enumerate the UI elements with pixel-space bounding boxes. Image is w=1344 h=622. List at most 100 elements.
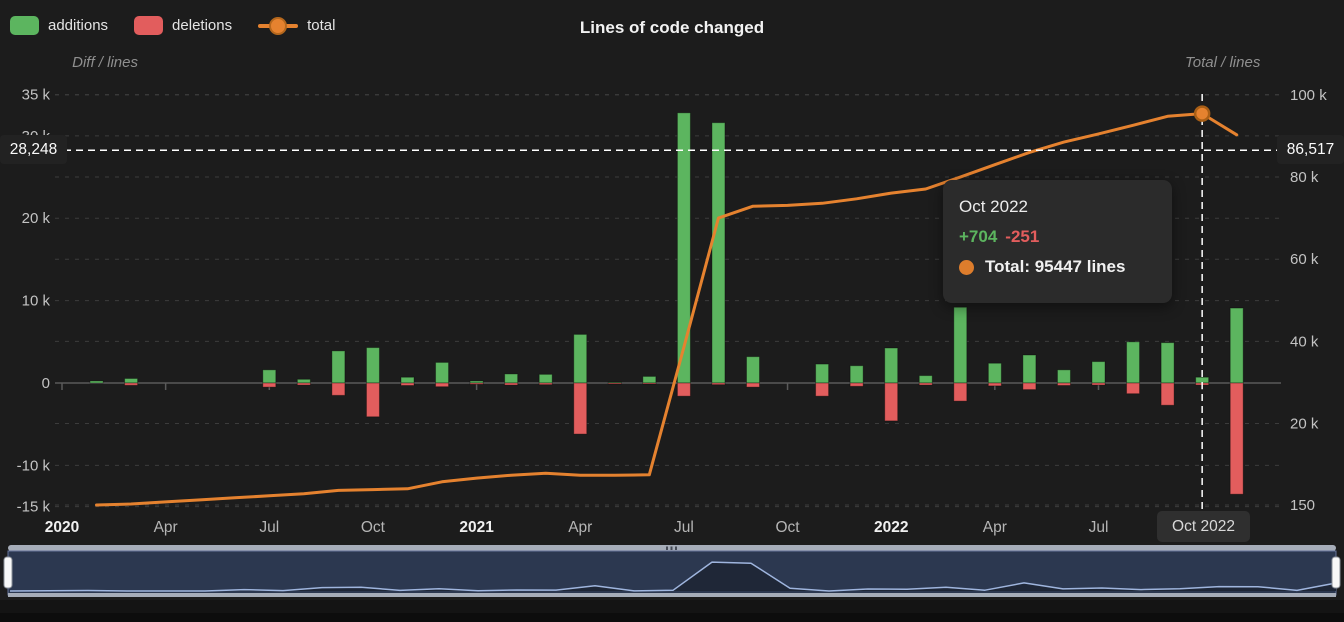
additions-bar[interactable] [849, 365, 864, 384]
left-axis-title: Diff / lines [72, 54, 138, 71]
right-axis-tick-label: 150 [1290, 497, 1315, 514]
additions-bar[interactable] [815, 363, 830, 384]
navigator-grip-icon[interactable] [670, 546, 673, 551]
legend-item-deletions[interactable]: deletions [134, 16, 232, 35]
navigator-grip-icon[interactable] [675, 546, 677, 551]
additions-bar[interactable] [1160, 342, 1175, 384]
navigator-bottom-rail[interactable] [8, 593, 1336, 597]
legend-item-total[interactable]: total [258, 16, 336, 35]
deletions-bar[interactable] [573, 382, 588, 435]
deletions-bar[interactable] [607, 382, 622, 385]
deletions-bar[interactable] [331, 382, 346, 396]
x-axis-tick-label: Jul [1089, 519, 1109, 536]
crosshair-right-value-label: 86,517 [1277, 135, 1344, 164]
tooltip-additions: +704 [959, 227, 998, 246]
additions-bar[interactable] [331, 350, 346, 384]
additions-bar[interactable] [1056, 369, 1071, 384]
deletions-bar[interactable] [1091, 382, 1106, 386]
deletions-bar[interactable] [642, 382, 657, 385]
deletions-bar[interactable] [400, 382, 415, 386]
x-axis-tick-label: Oct [361, 519, 386, 536]
deletions-bar[interactable] [849, 382, 864, 387]
legend-label-total: total [307, 17, 336, 34]
tooltip-diff-row: +704 -251 [959, 227, 1156, 247]
x-axis-tick-label: Apr [983, 519, 1007, 536]
deletions-bar[interactable] [711, 382, 726, 386]
deletions-bar[interactable] [918, 382, 933, 386]
deletions-bar[interactable] [365, 382, 380, 418]
right-axis-tick-label: 40 k [1290, 333, 1319, 350]
additions-bar[interactable] [573, 333, 588, 384]
additions-bar[interactable] [1229, 307, 1244, 384]
additions-bar[interactable] [1091, 361, 1106, 384]
additions-bar[interactable] [746, 356, 760, 384]
total-point-marker[interactable] [1193, 105, 1211, 122]
x-axis-tick-label: 2021 [459, 519, 494, 536]
additions-bar[interactable] [884, 347, 899, 384]
additions-bar[interactable] [538, 373, 553, 384]
deletions-bar[interactable] [262, 382, 277, 388]
deletions-bar[interactable] [1126, 382, 1141, 395]
tooltip-total-row: Total: 95447 lines [959, 257, 1156, 277]
legend-label-deletions: deletions [172, 17, 233, 34]
deletions-bar[interactable] [884, 382, 899, 422]
navigator-grip-icon[interactable] [666, 546, 668, 551]
right-axis-title: Total / lines [1185, 54, 1261, 71]
crosshair-left-value-label: 28,248 [0, 135, 67, 164]
right-axis-tick-label: 60 k [1290, 251, 1319, 268]
deletions-bar[interactable] [676, 382, 691, 397]
deletions-bar[interactable] [1160, 382, 1175, 406]
deletions-bar[interactable] [1229, 382, 1244, 495]
additions-bar[interactable] [296, 378, 311, 384]
navigator-selection[interactable] [7, 550, 1337, 596]
left-axis-tick-label: -15 k [17, 499, 51, 516]
right-axis-tick-label: 100 k [1290, 87, 1327, 104]
legend: additions deletions total [10, 16, 335, 35]
x-axis-tick-label: Jul [259, 519, 279, 536]
deletions-bar[interactable] [469, 382, 484, 385]
tooltip-total: Total: 95447 lines [985, 257, 1126, 276]
additions-swatch-icon [10, 16, 39, 35]
additions-bar[interactable] [89, 380, 104, 384]
additions-bar[interactable] [953, 306, 968, 384]
deletions-bar[interactable] [953, 382, 968, 402]
additions-bar[interactable] [918, 375, 933, 384]
additions-bar[interactable] [1022, 354, 1037, 384]
total-line[interactable] [95, 112, 1239, 507]
left-axis-tick-label: 10 k [22, 293, 51, 310]
additions-bar[interactable] [400, 376, 415, 384]
additions-bar[interactable] [504, 373, 519, 384]
navigator-handle-right[interactable] [1331, 556, 1341, 589]
additions-bar[interactable] [987, 362, 1002, 384]
deletions-swatch-icon [134, 16, 164, 35]
right-axis-tick-label: 80 k [1290, 169, 1319, 186]
deletions-bar[interactable] [538, 382, 553, 386]
additions-bar[interactable] [365, 347, 380, 384]
x-axis-tick-label: 2020 [45, 519, 79, 536]
legend-item-additions[interactable]: additions [10, 16, 108, 35]
deletions-bar[interactable] [815, 382, 830, 397]
additions-bar[interactable] [1126, 341, 1141, 384]
x-axis-tick-label: Apr [568, 519, 592, 536]
deletions-bar[interactable] [1056, 382, 1071, 386]
x-axis-tick-label: 2022 [874, 519, 908, 536]
navigator-handle-left[interactable] [3, 556, 13, 589]
deletions-bar[interactable] [1022, 382, 1037, 391]
chart-tooltip: Oct 2022 +704 -251 Total: 95447 lines [943, 180, 1172, 303]
deletions-bar[interactable] [746, 382, 760, 388]
deletions-bar[interactable] [296, 382, 311, 386]
left-axis-tick-label: 35 k [22, 87, 51, 104]
legend-label-additions: additions [48, 17, 109, 34]
additions-bar[interactable] [642, 375, 657, 384]
additions-bar[interactable] [262, 369, 277, 384]
deletions-bar[interactable] [987, 382, 1002, 387]
x-axis-tick-label: Apr [154, 519, 178, 536]
deletions-bar[interactable] [124, 382, 139, 386]
additions-bar[interactable] [124, 377, 139, 384]
additions-bar[interactable] [435, 361, 450, 384]
deletions-bar[interactable] [504, 382, 519, 386]
additions-bar[interactable] [711, 122, 726, 384]
deletions-bar[interactable] [435, 382, 450, 388]
